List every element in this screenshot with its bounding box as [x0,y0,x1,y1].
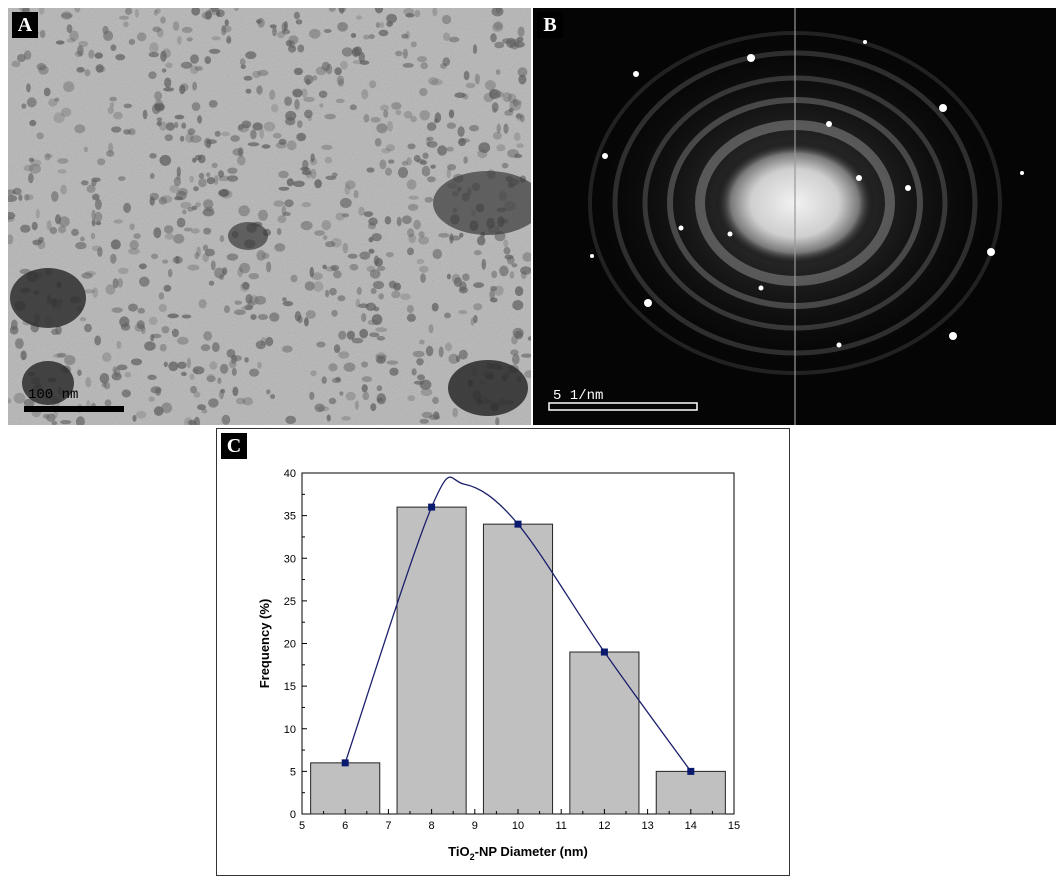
histogram-bar [569,651,640,815]
data-point-marker [687,767,695,775]
y-tick-label: 0 [290,809,296,821]
x-tick-label: 14 [685,820,697,832]
y-tick-label: 30 [284,553,296,565]
fit-curve-line [344,476,692,772]
data-point-marker [514,520,522,528]
tem-micrograph-panel: A 100 nm [8,8,531,425]
tem-micrograph-image [8,8,531,425]
x-tick-label: 13 [641,820,653,832]
scale-bar-label-b: 5 1/nm [553,388,604,404]
panel-letter-b: B [537,12,563,38]
diffraction-pattern-image [533,8,1056,425]
y-tick-label: 35 [284,511,296,523]
x-tick-label: 11 [555,820,566,832]
x-tick-label: 12 [598,820,610,832]
y-tick-label: 25 [284,596,296,608]
histogram-bar [655,770,726,815]
x-tick-label: 15 [728,820,740,832]
histogram-bar [396,506,467,815]
x-tick-label: 9 [472,820,478,832]
data-point-marker [428,503,436,511]
y-tick-label: 20 [284,639,296,651]
histogram-bar [482,523,554,815]
saed-pattern-panel: B 5 1/nm [533,8,1056,425]
y-tick-label: 5 [290,766,296,778]
data-point-marker [600,648,608,656]
panel-letter-c: C [221,433,247,459]
x-tick-label: 10 [512,820,524,832]
x-tick-label: 6 [342,820,348,832]
x-tick-label: 7 [385,820,391,832]
y-tick-label: 10 [284,724,296,736]
x-tick-label: 8 [429,820,435,832]
data-point-marker [341,759,349,767]
y-tick-label: 40 [284,468,296,480]
y-axis-label: Frequency (%) [257,599,272,689]
y-tick-label: 15 [284,681,296,693]
x-tick-label: 5 [299,820,305,832]
x-axis-label: TiO2-NP Diameter (nm) [448,844,588,862]
scale-bar-label-a: 100 nm [28,387,79,403]
histogram-bar [310,762,381,815]
size-distribution-panel: 5 6 7 8 9 10 11 12 13 14 15 0 5 10 15 20 25 30 35 40 Freque… [216,428,790,876]
panel-letter-a: A [12,12,38,38]
